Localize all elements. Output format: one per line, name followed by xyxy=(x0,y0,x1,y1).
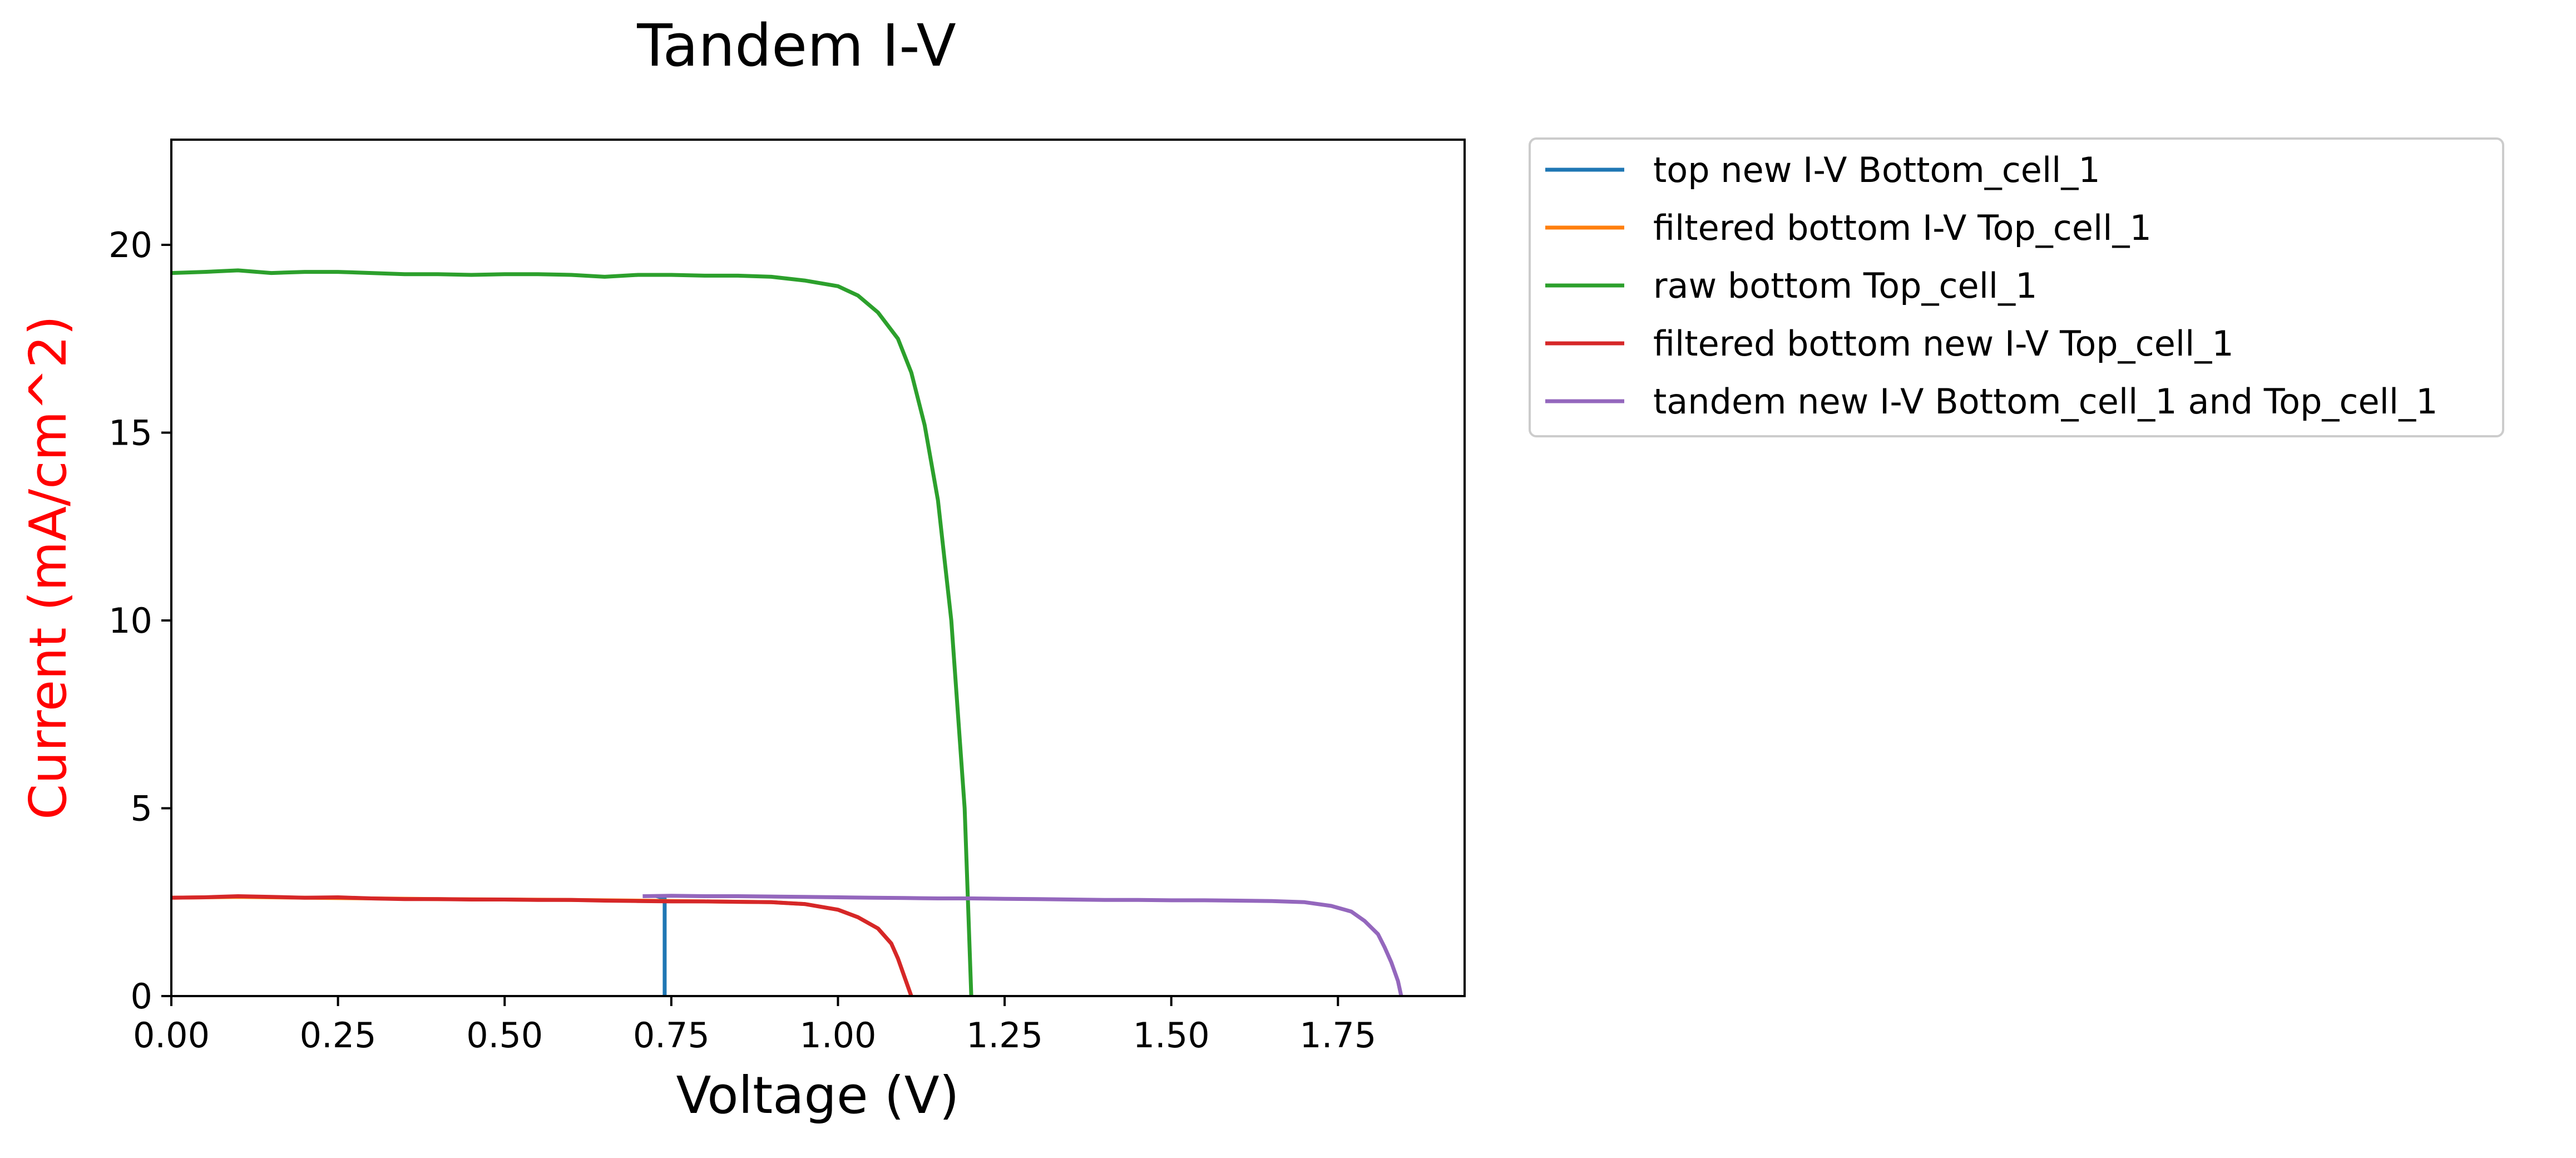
series-line-3 xyxy=(171,268,973,996)
series-layer xyxy=(171,268,1403,996)
x-tick-label: 1.75 xyxy=(1299,1015,1376,1056)
x-axis: 0.00 0.25 0.50 0.75 1.00 1.25 1.50 1.75 xyxy=(133,996,1376,1056)
x-tick-label: 0.75 xyxy=(633,1015,710,1056)
legend-label-4: filtered bottom new I-V Top_cell_1 xyxy=(1653,323,2234,364)
y-tick-label: 0 xyxy=(131,976,152,1017)
legend-label-1: top new I-V Bottom_cell_1 xyxy=(1653,150,2100,190)
legend-label-2: filtered bottom I-V Top_cell_1 xyxy=(1653,208,2152,248)
legend: top new I-V Bottom_cell_1 filtered bottom… xyxy=(1529,137,2504,437)
y-tick-label: 5 xyxy=(131,789,152,829)
x-axis-label: Voltage (V) xyxy=(676,1066,959,1125)
x-tick-label: 0.25 xyxy=(300,1015,377,1056)
x-tick-label: 1.50 xyxy=(1133,1015,1210,1056)
y-axis: 0 5 10 15 20 xyxy=(108,225,171,1017)
legend-items: top new I-V Bottom_cell_1 filtered bottom… xyxy=(1545,150,2438,422)
series-line-5 xyxy=(642,894,1403,996)
legend-label-5: tandem new I-V Bottom_cell_1 and Top_cel… xyxy=(1653,381,2438,422)
x-tick-label: 1.00 xyxy=(799,1015,876,1056)
x-tick-label: 1.25 xyxy=(966,1015,1043,1056)
plot-frame xyxy=(170,139,1466,997)
legend-frame xyxy=(1529,137,2504,437)
x-tick-label: 0.50 xyxy=(466,1015,543,1056)
y-axis-label: Current (mA/cm^2) xyxy=(18,316,78,820)
legend-label-3: raw bottom Top_cell_1 xyxy=(1653,265,2038,306)
x-tick-label: 0.00 xyxy=(133,1015,210,1056)
series-line-4 xyxy=(171,894,914,996)
chart-title: Tandem I-V xyxy=(636,12,956,80)
y-tick-label: 15 xyxy=(108,413,152,454)
y-tick-label: 20 xyxy=(108,225,152,265)
y-tick-label: 10 xyxy=(108,600,152,641)
